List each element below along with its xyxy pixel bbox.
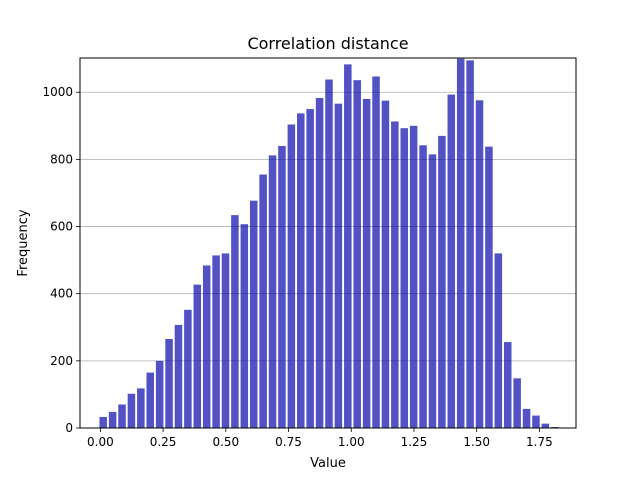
- bar-5: [146, 372, 155, 428]
- bar-12: [212, 255, 220, 428]
- chart-title: Correlation distance: [247, 34, 408, 53]
- bar-2: [118, 404, 126, 428]
- bar-13: [221, 253, 230, 428]
- x-tick-label-2: 0.50: [212, 435, 239, 449]
- bar-43: [503, 342, 512, 428]
- bar-32: [400, 128, 409, 428]
- bar-48: [551, 426, 559, 428]
- bar-41: [485, 146, 493, 428]
- bar-16: [249, 200, 258, 428]
- bar-30: [381, 100, 390, 428]
- bar-22: [306, 109, 314, 428]
- x-tick-label-7: 1.75: [526, 435, 553, 449]
- bar-15: [240, 224, 249, 428]
- x-tick-label-6: 1.50: [463, 435, 490, 449]
- bar-3: [127, 393, 136, 428]
- bar-7: [165, 339, 173, 428]
- y-tick-label-5: 1000: [42, 85, 73, 99]
- bar-38: [456, 58, 465, 428]
- bar-34: [419, 145, 427, 428]
- y-tick-label-2: 400: [50, 287, 73, 301]
- bar-14: [231, 215, 239, 428]
- bar-46: [532, 415, 540, 428]
- bar-31: [391, 121, 399, 429]
- plot-frame: [79, 57, 577, 429]
- histogram-bars: [99, 58, 559, 429]
- bar-35: [428, 154, 437, 429]
- x-axis-label: Value: [310, 456, 346, 471]
- bar-44: [513, 378, 521, 428]
- bar-18: [268, 155, 277, 429]
- bar-25: [334, 103, 343, 429]
- y-axis-ticks: 0 200 400 600 800 1000: [42, 85, 80, 435]
- y-tick-label-4: 800: [50, 152, 73, 166]
- bar-8: [174, 324, 183, 428]
- x-axis-ticks: 0.00 0.25 0.50 0.75 1.00 1.25 1.50 1.75: [87, 428, 553, 449]
- y-axis-label: Frequency: [16, 209, 31, 276]
- bar-21: [297, 113, 305, 428]
- bar-36: [438, 135, 446, 429]
- x-tick-label-5: 1.25: [401, 435, 428, 449]
- x-tick-label-4: 1.00: [338, 435, 365, 449]
- x-tick-label-0: 0.00: [87, 435, 114, 449]
- bar-39: [466, 60, 474, 428]
- bar-1: [108, 411, 117, 428]
- x-tick-label-1: 0.25: [150, 435, 177, 449]
- bar-9: [184, 309, 192, 428]
- bar-27: [353, 80, 361, 429]
- bar-28: [362, 98, 371, 429]
- y-tick-label-3: 600: [50, 220, 73, 234]
- bar-0: [99, 416, 107, 428]
- bar-33: [409, 125, 418, 428]
- bar-6: [155, 360, 164, 428]
- x-tick-label-3: 0.75: [275, 435, 302, 449]
- bar-45: [522, 408, 531, 428]
- bar-24: [325, 79, 333, 428]
- y-tick-label-1: 200: [50, 354, 73, 368]
- bar-47: [541, 423, 550, 428]
- bar-4: [137, 388, 145, 428]
- bar-29: [372, 76, 380, 428]
- bar-11: [202, 265, 211, 428]
- bar-40: [475, 100, 484, 428]
- bar-26: [344, 64, 352, 429]
- bar-20: [287, 124, 296, 428]
- bar-17: [259, 174, 267, 428]
- y-tick-label-0: 0: [65, 421, 73, 435]
- bar-19: [278, 145, 286, 428]
- bar-23: [315, 97, 324, 429]
- bar-10: [193, 284, 202, 428]
- bar-42: [494, 253, 503, 428]
- bar-37: [447, 94, 456, 428]
